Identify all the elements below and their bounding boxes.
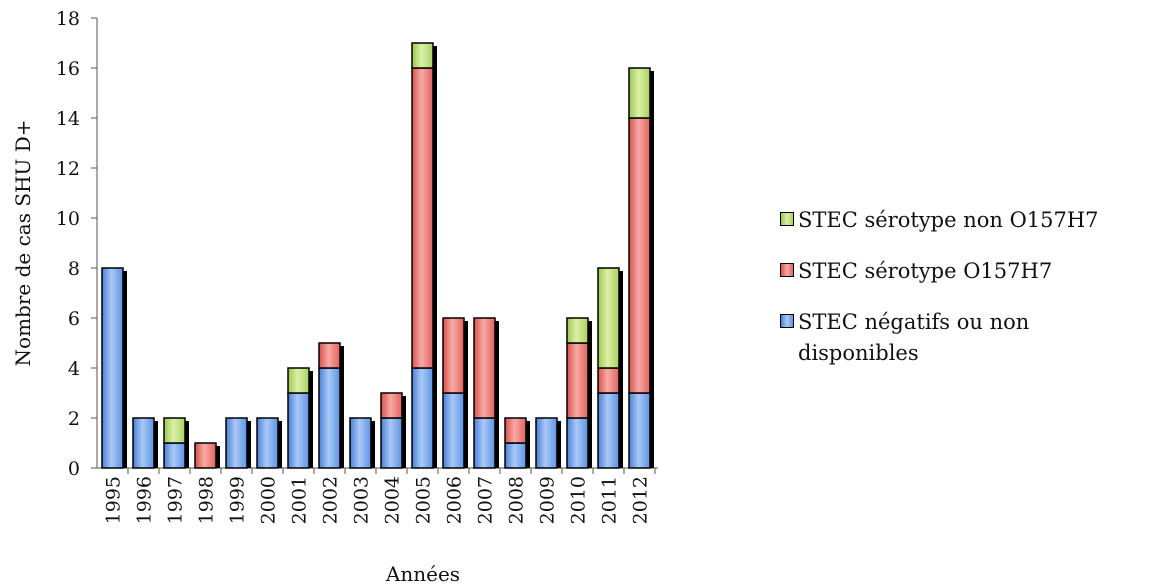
bar-segment-negatifs [442, 392, 465, 469]
bar-segment-non-o157h7 [566, 317, 589, 344]
y-tick-label: 6 [68, 308, 80, 330]
legend-swatch-red [780, 263, 794, 277]
y-tick-label: 18 [56, 8, 80, 30]
bar-segment-negatifs [380, 417, 403, 469]
y-tick-label: 8 [68, 258, 80, 280]
legend-label: STEC sérotype O157H7 [798, 259, 1053, 283]
y-tick-label: 4 [68, 358, 80, 380]
legend-item-negatifs: STEC négatifs ou non disponibles [780, 307, 1150, 369]
y-axis-title: Nombre de cas SHU D+ [11, 120, 35, 367]
bar-segment-negatifs [132, 417, 155, 469]
x-tick-label: 2005 [413, 476, 435, 524]
bar-segment-o157h7 [566, 342, 589, 419]
x-tick-label: 2007 [475, 476, 497, 524]
x-tick-label: 1996 [134, 476, 156, 524]
bar-segment-o157h7 [504, 417, 527, 444]
y-tick-label: 16 [56, 58, 80, 80]
bars [101, 42, 654, 469]
bar-segment-o157h7 [380, 392, 403, 419]
x-tick-label: 2011 [599, 476, 621, 524]
x-tick-label: 2008 [506, 476, 528, 524]
bar-segment-non-o157h7 [411, 42, 434, 69]
legend-label: STEC sérotype non O157H7 [798, 208, 1099, 232]
x-tick-label: 2000 [258, 476, 280, 524]
bar-segment-negatifs [473, 417, 496, 469]
bar-segment-negatifs [504, 442, 527, 469]
bar-segment-non-o157h7 [597, 267, 620, 369]
y-tick-label: 14 [56, 108, 80, 130]
bar-segment-negatifs [318, 367, 341, 469]
legend-item-o157h7: STEC sérotype O157H7 [780, 256, 1150, 287]
bar-segment-negatifs [349, 417, 372, 469]
bar-segment-o157h7 [442, 317, 465, 394]
x-tick-label: 2010 [568, 476, 590, 524]
x-tick-label: 1998 [196, 476, 218, 524]
bar-segment-o157h7 [318, 342, 341, 369]
bar-segment-non-o157h7 [163, 417, 186, 444]
bar-segment-negatifs [287, 392, 310, 469]
legend: STEC sérotype non O157H7 STEC sérotype O… [780, 205, 1150, 389]
bar-segment-o157h7 [597, 367, 620, 394]
bar-segment-o157h7 [473, 317, 496, 419]
bar-segment-negatifs [101, 267, 124, 469]
bar-segment-non-o157h7 [628, 67, 651, 119]
legend-item-non-o157h7: STEC sérotype non O157H7 [780, 205, 1150, 236]
x-tick-label: 1999 [227, 476, 249, 524]
y-axis: 0 2 4 6 8 10 12 14 16 18 [56, 8, 98, 480]
x-tick-label: 2009 [537, 476, 559, 524]
y-tick-label: 0 [68, 458, 80, 480]
bar-segment-non-o157h7 [287, 367, 310, 394]
bar-segment-negatifs [225, 417, 248, 469]
x-axis-title: Années [385, 562, 460, 586]
bar-segment-negatifs [566, 417, 589, 469]
x-tick-label: 2003 [351, 476, 373, 524]
bar-segment-negatifs [163, 442, 186, 469]
x-tick-label: 2004 [382, 476, 404, 524]
bar-segment-o157h7 [628, 117, 651, 394]
bar-segment-negatifs [411, 367, 434, 469]
x-tick-label: 2002 [320, 476, 342, 524]
bar-segment-o157h7 [411, 67, 434, 369]
y-tick-label: 2 [68, 408, 80, 430]
bar-segment-negatifs [628, 392, 651, 469]
bar-segment-negatifs [256, 417, 279, 469]
x-axis: 1995 1996 1997 1998 1999 2000 2001 2002 2003 2004… [97, 467, 658, 524]
y-tick-label: 12 [56, 158, 80, 180]
x-tick-label: 1995 [103, 476, 125, 524]
bar-segment-o157h7 [194, 442, 217, 469]
legend-swatch-blue [780, 314, 794, 328]
x-tick-label: 2001 [289, 476, 311, 524]
x-tick-label: 2006 [444, 476, 466, 524]
x-tick-label: 2012 [630, 476, 652, 524]
x-tick-label: 1997 [165, 476, 187, 524]
y-tick-label: 10 [56, 208, 80, 230]
legend-swatch-green [780, 212, 794, 226]
bar-segment-negatifs [597, 392, 620, 469]
bar-segment-negatifs [535, 417, 558, 469]
legend-label: STEC négatifs ou non disponibles [798, 310, 1030, 365]
